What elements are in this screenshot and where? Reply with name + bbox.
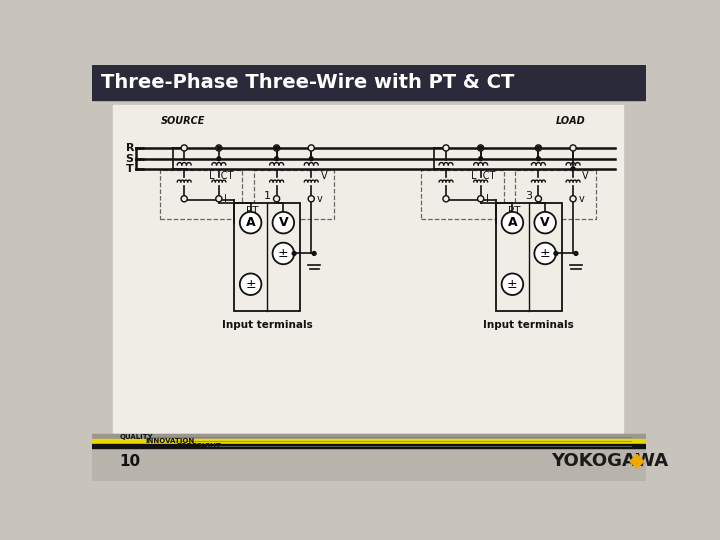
Text: R: R — [126, 143, 134, 153]
Text: ±: ± — [507, 278, 518, 291]
Polygon shape — [630, 455, 644, 468]
Circle shape — [534, 242, 556, 264]
Circle shape — [308, 195, 315, 202]
Text: ±: ± — [540, 247, 551, 260]
Text: v: v — [317, 194, 323, 204]
Circle shape — [479, 146, 482, 150]
Text: 3: 3 — [526, 191, 532, 201]
Text: v: v — [578, 194, 584, 204]
Text: Input terminals: Input terminals — [483, 320, 574, 330]
Circle shape — [216, 195, 222, 202]
Circle shape — [240, 212, 261, 233]
Circle shape — [274, 157, 279, 161]
Bar — [113, 105, 623, 434]
Circle shape — [312, 252, 316, 255]
Circle shape — [274, 145, 279, 151]
Text: L  CT: L CT — [471, 172, 495, 181]
Circle shape — [292, 252, 296, 255]
Text: YOKOGAWA: YOKOGAWA — [551, 453, 668, 470]
Circle shape — [181, 145, 187, 151]
Circle shape — [477, 195, 484, 202]
Text: PT: PT — [246, 206, 258, 216]
Text: V: V — [279, 216, 288, 229]
Text: A: A — [246, 216, 256, 229]
Circle shape — [273, 242, 294, 264]
Bar — [92, 434, 647, 481]
Circle shape — [217, 146, 221, 150]
Bar — [92, 434, 647, 439]
Circle shape — [571, 167, 575, 171]
Text: 10: 10 — [120, 454, 140, 469]
Circle shape — [240, 273, 261, 295]
Text: Three-Phase Three-Wire with PT & CT: Three-Phase Three-Wire with PT & CT — [101, 73, 514, 92]
Circle shape — [570, 195, 576, 202]
Text: S: S — [126, 154, 134, 164]
Circle shape — [570, 145, 576, 151]
Circle shape — [534, 212, 556, 233]
Text: ±: ± — [278, 247, 289, 260]
Bar — [253, 170, 334, 219]
Bar — [234, 204, 300, 311]
Circle shape — [477, 145, 484, 151]
Circle shape — [479, 157, 482, 161]
Circle shape — [308, 145, 315, 151]
Text: V: V — [540, 216, 550, 229]
Bar — [421, 170, 504, 219]
Circle shape — [535, 145, 541, 151]
Bar — [516, 170, 596, 219]
Circle shape — [217, 157, 221, 161]
Text: SOURCE: SOURCE — [161, 116, 205, 126]
Circle shape — [274, 195, 279, 202]
Text: QUALITY: QUALITY — [120, 434, 153, 440]
Text: FORESIGHT: FORESIGHT — [176, 443, 221, 449]
Circle shape — [273, 212, 294, 233]
Text: L  CT: L CT — [209, 172, 233, 181]
Circle shape — [502, 273, 523, 295]
Circle shape — [554, 252, 558, 255]
Text: T: T — [126, 164, 133, 174]
Text: Input terminals: Input terminals — [222, 320, 312, 330]
Text: V: V — [320, 172, 327, 181]
Circle shape — [443, 195, 449, 202]
Circle shape — [443, 145, 449, 151]
Text: I: I — [486, 194, 489, 204]
Circle shape — [574, 252, 578, 255]
Text: 1: 1 — [264, 191, 271, 201]
Circle shape — [536, 146, 540, 150]
Text: A: A — [508, 216, 517, 229]
Bar — [160, 170, 242, 219]
Circle shape — [181, 195, 187, 202]
Text: INNOVATION: INNOVATION — [145, 438, 195, 444]
Text: I: I — [224, 194, 227, 204]
Circle shape — [274, 146, 279, 150]
Text: V: V — [582, 172, 589, 181]
Circle shape — [216, 145, 222, 151]
Text: LOAD: LOAD — [556, 116, 586, 126]
Bar — [92, 439, 647, 444]
Circle shape — [535, 195, 541, 202]
Circle shape — [502, 212, 523, 233]
Bar — [496, 204, 562, 311]
Bar — [92, 65, 647, 100]
Text: ±: ± — [246, 278, 256, 291]
Circle shape — [310, 157, 313, 161]
Bar — [92, 444, 647, 448]
Text: PT: PT — [508, 206, 520, 216]
Circle shape — [536, 157, 540, 161]
